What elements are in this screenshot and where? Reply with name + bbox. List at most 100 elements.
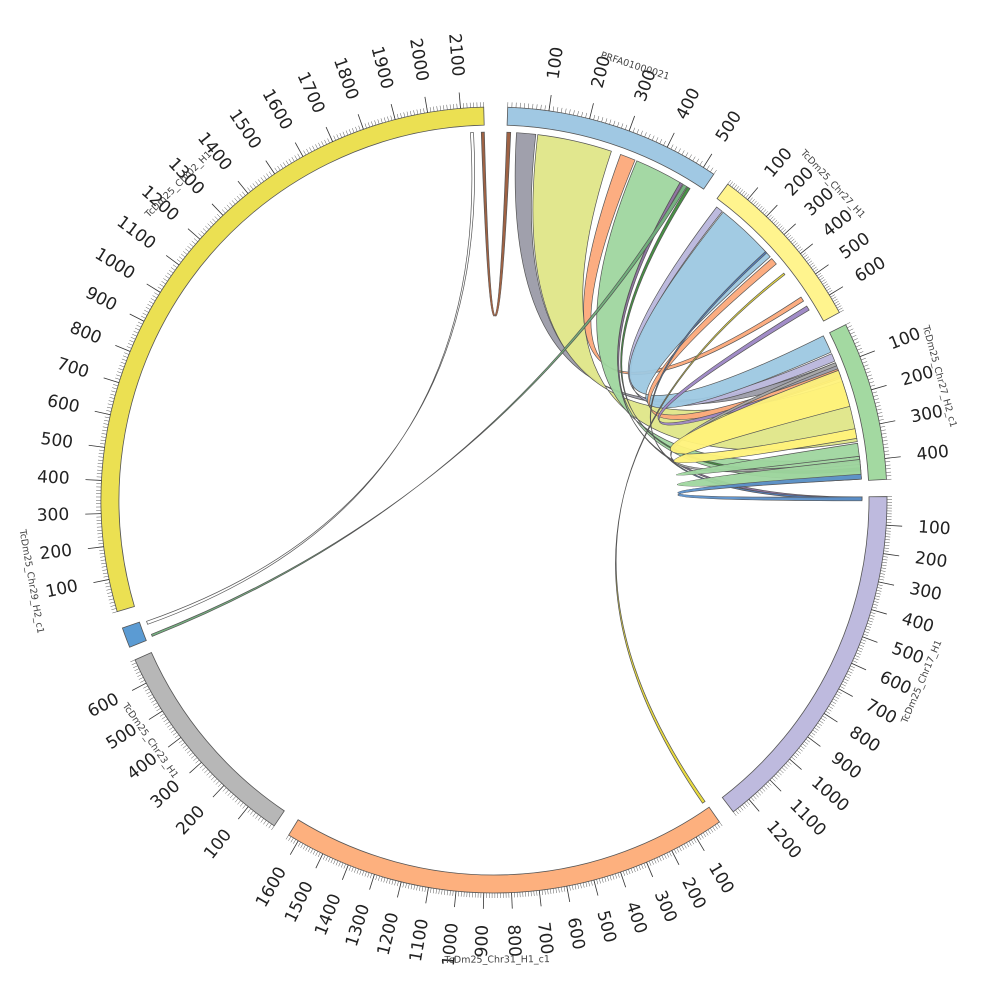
tick-label: 300 [36,505,69,526]
major-tick [212,785,225,798]
tick-label: 400 [672,85,704,123]
minor-ticks-chr17h1 [733,496,892,816]
tick-label: 1000 [91,244,138,284]
major-tick [703,153,713,168]
major-tick [93,579,110,584]
major-tick [871,609,887,615]
major-tick [397,881,402,898]
major-tick [871,384,887,391]
major-tick [148,710,163,720]
major-tick [566,886,571,903]
segment-chr17h1 [721,496,888,813]
tick-label: 1800 [329,55,362,102]
tick-label: 1200 [762,817,805,863]
major-tick [593,879,599,896]
link-ribbon-6 [150,184,688,637]
tick-label: 1700 [293,69,329,117]
tick-label: 800 [67,318,105,349]
links-layer [146,131,863,804]
major-tick [548,94,552,111]
tick-label: 300 [909,402,945,428]
tick-label: 300 [147,776,185,813]
tick-label: 500 [39,429,74,453]
major-tick [94,410,111,416]
major-tick [879,420,896,425]
link-ribbon-2 [532,134,858,451]
tick-label: 1500 [281,878,318,926]
major-tick [167,737,182,748]
tick-label: 100 [544,46,568,81]
tick-label: 900 [82,283,120,316]
major-tick [85,513,102,515]
tick-label: 1600 [258,86,297,134]
major-tick [85,479,102,481]
tick-label: 400 [916,442,950,465]
segment-chr23h1 [134,651,285,827]
tick-label: 500 [592,908,620,944]
chromosome-segments [100,106,888,894]
major-tick [800,243,814,255]
tick-label: 600 [85,689,123,722]
tick-label: 1200 [374,911,404,958]
major-tick [454,891,457,908]
minor-ticks-prfa [507,102,717,175]
tick-label: 300 [908,579,944,605]
major-tick [325,126,334,142]
major-tick [103,377,120,384]
tick-label: 800 [503,924,524,957]
tick-label: 400 [899,609,936,637]
major-tick [165,255,180,266]
major-tick [341,864,349,880]
tick-label: 1100 [406,917,433,963]
segment-prfa [506,106,715,190]
major-tick [748,798,760,812]
major-tick [187,228,201,240]
minor-ticks-chr23h1 [130,659,275,831]
segment-chr27h2 [829,324,887,481]
tick-label: 200 [914,548,949,572]
link-ribbon-9 [628,211,832,409]
tick-label: 900 [827,748,865,784]
major-tick [671,850,680,865]
tick-label: 1600 [252,864,291,911]
major-tick [646,862,654,878]
tick-label: 300 [650,888,681,926]
major-tick [829,286,844,296]
tick-label: 200 [39,541,74,565]
major-tick [823,713,838,723]
tick-label: 100 [917,517,951,539]
major-tick [538,890,542,907]
major-tick [115,345,131,352]
segment-chr02h1 [100,106,485,613]
major-tick [695,836,705,851]
tick-label: 700 [54,354,91,383]
major-tick [884,456,901,459]
tick-label: 100 [44,576,80,602]
segment-chr29h2 [121,621,147,648]
major-tick [807,736,821,747]
link-ribbon-0 [480,131,512,317]
major-tick [851,662,867,671]
major-tick [237,806,249,820]
tick-label: 1000 [439,922,463,967]
major-tick [265,160,276,175]
tick-label: 1500 [224,106,265,153]
major-tick [783,223,796,235]
major-tick [838,688,853,697]
tick-label: 400 [37,467,70,489]
tick-label: 500 [712,108,746,146]
major-tick [765,204,778,217]
major-tick [886,524,903,527]
tick-label: 100 [704,859,738,897]
major-tick [424,96,429,113]
major-tick [87,546,104,549]
major-tick [769,779,782,792]
tick-label: 700 [862,695,900,728]
tick-label: 200 [899,362,936,390]
major-tick [789,758,802,770]
tick-label: 600 [876,667,914,699]
tick-label: 800 [845,722,883,756]
major-tick [666,132,675,148]
segment-chr27h1 [716,183,840,322]
tick-label: 1300 [342,902,374,949]
